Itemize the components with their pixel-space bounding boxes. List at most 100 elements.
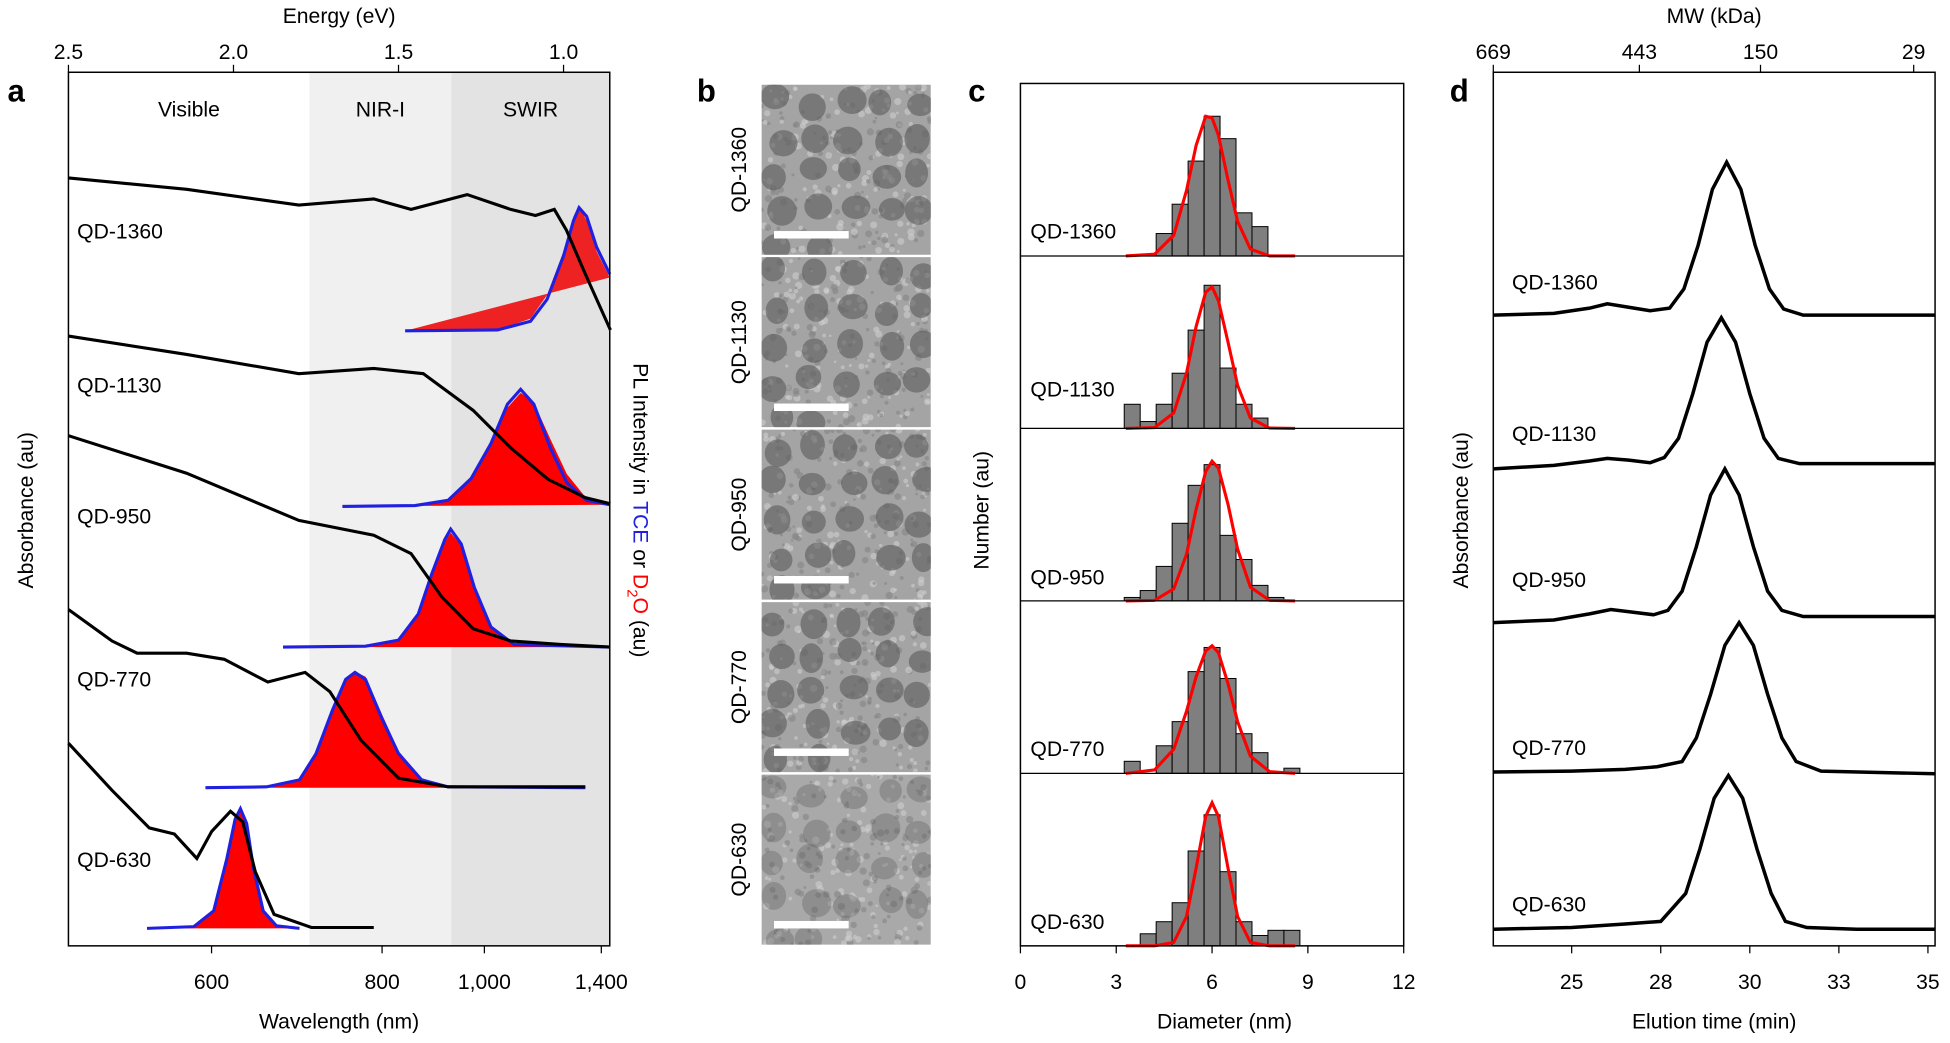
tem-noise bbox=[827, 670, 832, 675]
nanoparticle bbox=[769, 643, 795, 670]
tem-noise bbox=[867, 936, 871, 940]
tem-noise bbox=[906, 764, 913, 770]
region bbox=[451, 72, 610, 946]
nanoparticle bbox=[910, 263, 931, 290]
tem-noise bbox=[823, 287, 830, 294]
tem-noise bbox=[822, 333, 827, 338]
tem-noise bbox=[830, 429, 835, 434]
tem-noise bbox=[868, 871, 874, 877]
nanoparticle bbox=[838, 157, 861, 182]
tem-noise bbox=[889, 112, 897, 119]
tem-noise bbox=[827, 531, 834, 539]
tem-noise bbox=[885, 884, 892, 890]
tem-noise bbox=[856, 855, 864, 864]
nanoparticle bbox=[879, 779, 902, 803]
tem-noise bbox=[817, 854, 823, 859]
sample-label: QD-630 bbox=[728, 823, 751, 897]
tem-noise bbox=[901, 387, 907, 392]
tem-noise bbox=[898, 874, 904, 880]
tem-noise bbox=[863, 662, 867, 665]
tem-noise bbox=[794, 350, 802, 358]
tem-noise bbox=[794, 888, 802, 896]
tem-noise bbox=[896, 249, 900, 254]
nanoparticle bbox=[873, 371, 902, 396]
top-tick-label: 443 bbox=[1622, 41, 1657, 64]
tem-noise bbox=[792, 525, 795, 528]
tem-noise bbox=[860, 493, 867, 500]
tem-noise bbox=[820, 703, 826, 709]
x-label: Wavelength (nm) bbox=[259, 1011, 419, 1034]
tem-noise bbox=[921, 461, 927, 467]
tem-noise bbox=[870, 221, 878, 229]
tem-noise bbox=[840, 829, 846, 835]
nanoparticle bbox=[796, 843, 823, 874]
tem-noise bbox=[792, 858, 797, 863]
tem-noise bbox=[794, 799, 800, 805]
tem-noise bbox=[815, 851, 820, 856]
tem-noise bbox=[812, 836, 820, 844]
nanoparticle bbox=[767, 196, 797, 226]
tem-noise bbox=[829, 652, 837, 660]
tem-noise bbox=[866, 128, 874, 136]
tem-noise bbox=[768, 492, 774, 499]
tem-noise bbox=[895, 763, 899, 767]
tem-noise bbox=[861, 594, 869, 600]
tem-noise bbox=[926, 852, 930, 855]
tem-noise bbox=[864, 602, 871, 607]
tem-noise bbox=[792, 796, 797, 801]
tem-noise bbox=[911, 583, 915, 588]
nanoparticle bbox=[837, 328, 864, 359]
tem-noise bbox=[798, 607, 803, 612]
tem-noise bbox=[802, 793, 806, 797]
tem-noise bbox=[828, 130, 833, 135]
elution-trace bbox=[1493, 465, 1936, 625]
plot-frame bbox=[1492, 71, 1936, 947]
tem-noise bbox=[835, 702, 843, 710]
tem-noise bbox=[902, 865, 909, 872]
tem-noise bbox=[868, 155, 874, 161]
nanoparticle bbox=[761, 709, 787, 738]
tem-noise bbox=[899, 297, 902, 301]
tem-noise bbox=[797, 257, 801, 261]
nanoparticle bbox=[833, 894, 861, 918]
tem-noise bbox=[764, 110, 771, 117]
absorbance-line bbox=[67, 608, 586, 789]
tem-noise bbox=[865, 179, 871, 184]
elution-trace bbox=[1493, 772, 1936, 931]
region bbox=[309, 72, 452, 946]
nanoparticle bbox=[840, 786, 868, 810]
pl-tce-line bbox=[282, 526, 610, 649]
nanoparticle bbox=[905, 890, 929, 919]
tem-noise bbox=[769, 665, 774, 671]
tem-noise bbox=[865, 783, 872, 790]
histogram-bar bbox=[1267, 929, 1285, 947]
tem-noise bbox=[858, 897, 863, 902]
tem-noise bbox=[926, 896, 931, 904]
tem-noise bbox=[890, 900, 898, 908]
tem-noise bbox=[865, 195, 869, 198]
nanoparticle bbox=[906, 776, 931, 803]
tem-noise bbox=[883, 829, 890, 835]
tem-noise bbox=[761, 585, 769, 593]
tem-noise bbox=[866, 257, 872, 262]
nanoparticle bbox=[761, 882, 787, 910]
tem-noise bbox=[886, 85, 891, 90]
histogram-bar bbox=[1219, 534, 1237, 602]
tem-noise bbox=[899, 455, 903, 459]
nanoparticle bbox=[841, 195, 871, 220]
nanoparticle bbox=[903, 681, 930, 709]
tem-noise bbox=[824, 567, 831, 574]
tem-image bbox=[761, 774, 931, 945]
x-tick-label: 9 bbox=[1302, 971, 1314, 994]
tem-noise bbox=[844, 500, 848, 504]
tem-noise bbox=[912, 856, 916, 860]
tem-noise bbox=[829, 638, 837, 646]
tem-noise bbox=[788, 95, 793, 99]
y-label: Number (au) bbox=[971, 451, 994, 570]
y2-label: PL Intensity in TCE or D2O (au) bbox=[623, 363, 652, 657]
histogram-bar bbox=[1203, 646, 1221, 774]
tem-noise bbox=[814, 288, 820, 295]
tem-noise bbox=[835, 768, 840, 773]
top-tick-label: 1.5 bbox=[384, 41, 413, 64]
tem-noise bbox=[778, 786, 782, 790]
